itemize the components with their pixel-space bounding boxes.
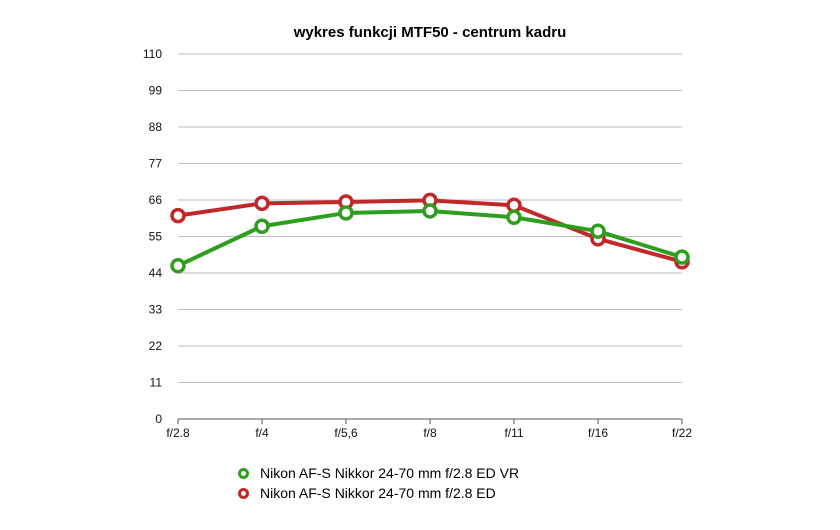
x-tick-label: f/16 [588, 426, 608, 440]
series-line-0 [177, 208, 683, 268]
y-tick-label: 110 [143, 47, 162, 61]
data-point-0 [254, 218, 270, 234]
data-point-1 [170, 207, 186, 224]
y-tick-label: 44 [149, 266, 163, 280]
y-tick-label: 88 [149, 120, 163, 134]
data-point-0 [590, 223, 606, 239]
data-point-1 [254, 195, 270, 212]
legend: Nikon AF-S Nikkor 24-70 mm f/2.8 ED VR N… [238, 463, 519, 503]
x-tick-label: f/5,6 [334, 426, 358, 440]
x-tick-label: f/22 [672, 426, 692, 440]
legend-item-vr: Nikon AF-S Nikkor 24-70 mm f/2.8 ED VR [238, 463, 519, 483]
legend-marker-ed [238, 487, 249, 499]
data-point-0 [674, 249, 690, 265]
y-tick-label: 0 [155, 412, 162, 426]
legend-marker-vr [238, 467, 249, 479]
y-tick-label: 99 [149, 84, 163, 98]
series-lines [170, 192, 690, 274]
y-tick-label: 11 [150, 376, 163, 390]
legend-label-ed: Nikon AF-S Nikkor 24-70 mm f/2.8 ED [260, 485, 496, 501]
y-axis-ticks: 0 11 22 33 44 55 66 77 88 99 110 [143, 47, 162, 426]
y-tick-label: 55 [149, 230, 163, 244]
legend-item-ed: Nikon AF-S Nikkor 24-70 mm f/2.8 ED [238, 483, 519, 503]
data-point-0 [338, 205, 354, 221]
data-point-0 [506, 209, 522, 226]
x-tick-label: f/11 [504, 426, 523, 440]
data-point-0 [422, 203, 438, 219]
x-axis: f/2.8 f/4 f/5,6 f/8 f/11 f/16 f/22 [166, 418, 692, 440]
data-point-0 [170, 257, 186, 274]
y-tick-label: 66 [149, 193, 163, 207]
x-tick-label: f/2.8 [166, 426, 190, 440]
y-tick-label: 22 [149, 339, 163, 353]
y-tick-label: 77 [149, 157, 163, 171]
legend-label-vr: Nikon AF-S Nikkor 24-70 mm f/2.8 ED VR [260, 465, 520, 481]
y-tick-label: 33 [149, 303, 163, 317]
x-tick-label: f/4 [255, 426, 269, 440]
x-tick-label: f/8 [423, 426, 437, 440]
chart-title: wykres funkcji MTF50 - centrum kadru [293, 24, 567, 41]
